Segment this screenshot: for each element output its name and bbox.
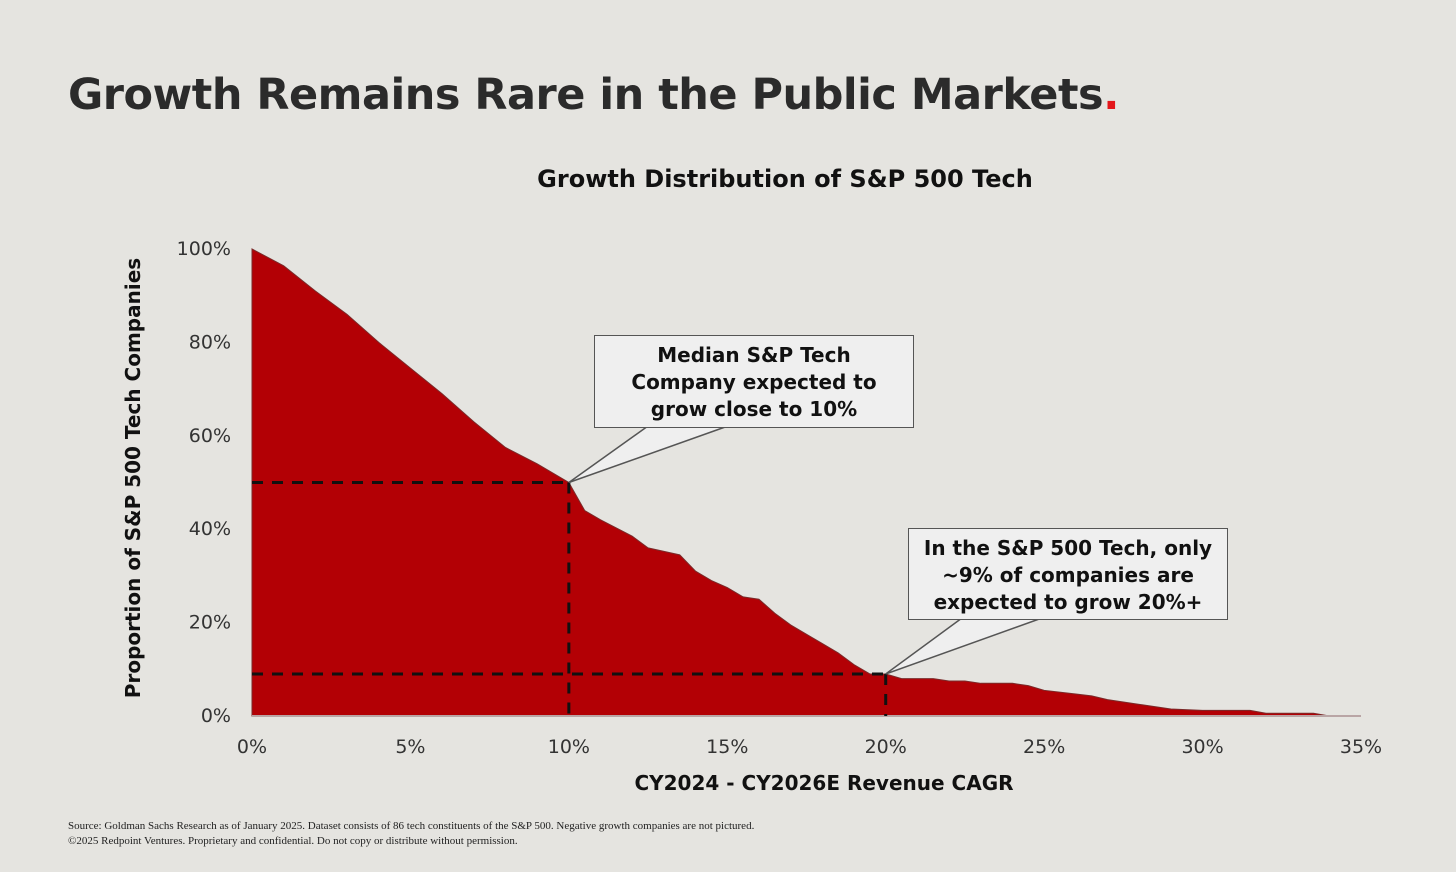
chart-title: Growth Distribution of S&P 500 Tech	[537, 165, 1033, 193]
callout-pointer	[885, 617, 1043, 675]
y-tick-label: 40%	[189, 518, 231, 540]
title-text: Growth Remains Rare in the Public Market…	[68, 70, 1104, 120]
y-tick-label: 20%	[189, 612, 231, 634]
y-tick-label: 100%	[177, 238, 231, 260]
y-tick-label: 60%	[189, 425, 231, 447]
x-axis-label: CY2024 - CY2026E Revenue CAGR	[634, 771, 1013, 795]
x-tick-label: 20%	[865, 736, 907, 758]
median-callout: Median S&P Tech Company expected to grow…	[594, 335, 914, 428]
title-accent-dot: .	[1103, 70, 1119, 120]
y-tick-label: 80%	[189, 331, 231, 353]
twenty-percent-callout: In the S&P 500 Tech, only ~9% of compani…	[908, 528, 1228, 620]
y-tick-label: 0%	[201, 705, 231, 727]
x-tick-label: 5%	[395, 736, 425, 758]
x-tick-label: 15%	[706, 736, 748, 758]
area-series	[251, 248, 1361, 717]
x-tick-label: 35%	[1340, 736, 1382, 758]
callout-line: Company expected to	[631, 370, 877, 394]
x-tick-label: 30%	[1181, 736, 1223, 758]
callout-line: ~9% of companies are	[942, 563, 1194, 587]
callout-pointer	[568, 425, 729, 484]
y-axis-label: Proportion of S&P 500 Tech Companies	[121, 258, 145, 698]
page-title: Growth Remains Rare in the Public Market…	[68, 70, 1119, 120]
callout-line: Median S&P Tech	[657, 343, 851, 367]
callout-line: grow close to 10%	[650, 397, 858, 421]
footer-copyright: ©2025 Redpoint Ventures. Proprietary and…	[68, 835, 518, 847]
x-tick-label: 0%	[237, 736, 267, 758]
x-tick-label: 10%	[548, 736, 590, 758]
callout-line: In the S&P 500 Tech, only	[923, 536, 1213, 560]
callout-line: expected to grow 20%+	[933, 590, 1203, 614]
footer-source: Source: Goldman Sachs Research as of Jan…	[68, 820, 755, 832]
x-tick-label: 25%	[1023, 736, 1065, 758]
